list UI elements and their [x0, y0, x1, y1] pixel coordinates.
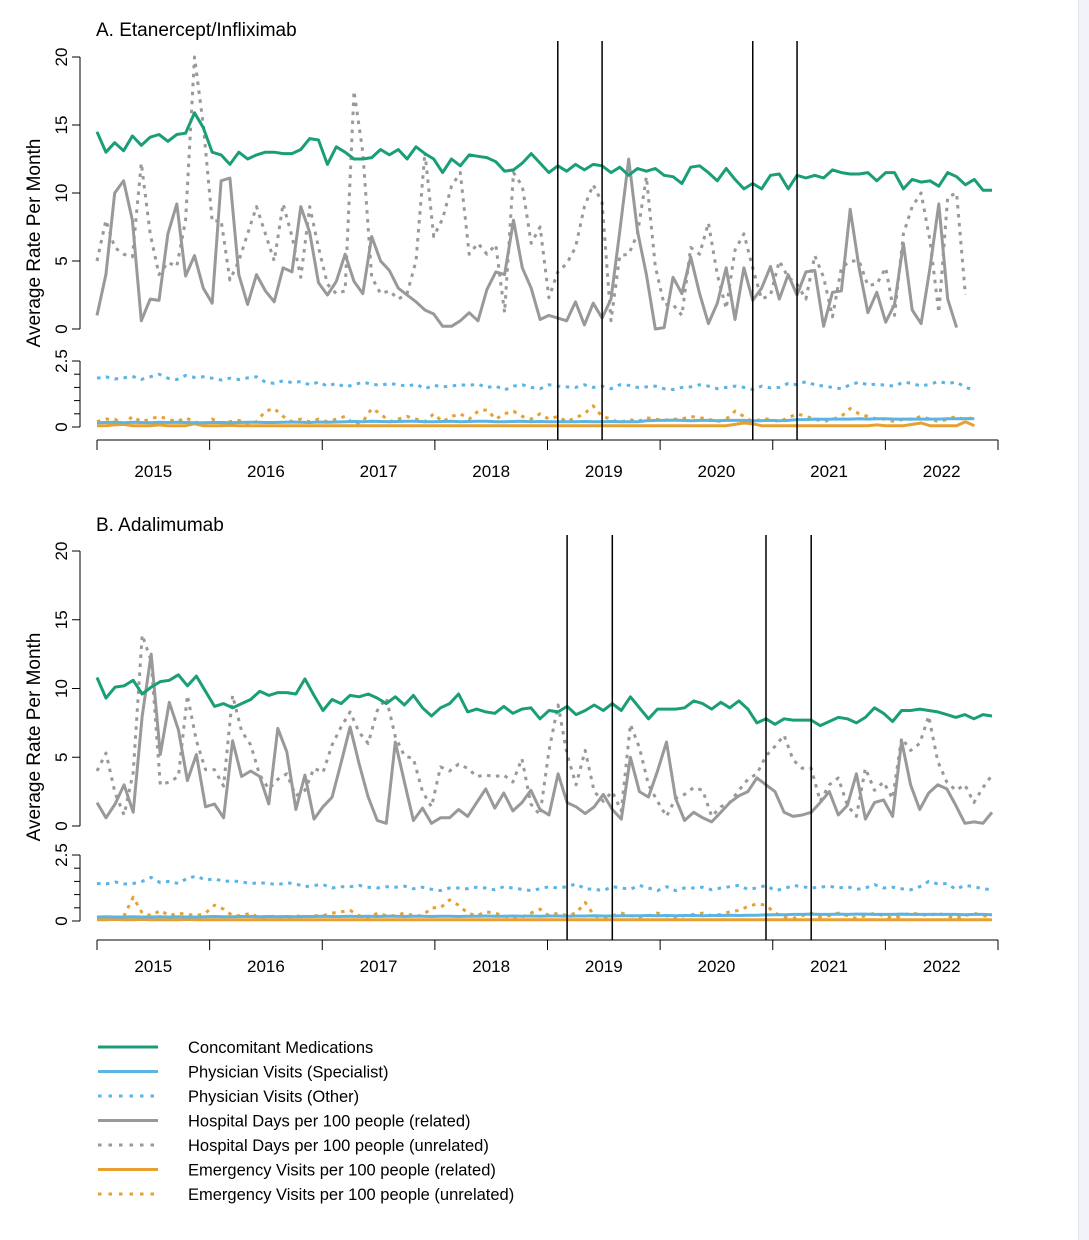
- legend-item: Concomitant Medications: [98, 1039, 373, 1057]
- legend-item: Physician Visits (Other): [98, 1088, 359, 1106]
- series-line-physician-visits-specialist: [96, 417, 975, 425]
- series-line-physician-visits-specialist: [96, 912, 993, 919]
- x-tick-label: 2016: [247, 957, 285, 976]
- panel-title: B. Adalimumab: [96, 515, 224, 536]
- panel-a: A. Etanercept/Infliximab Average Rate Pe…: [24, 20, 999, 481]
- y-tick-label: 20: [52, 48, 71, 67]
- legend-label: Physician Visits (Specialist): [188, 1064, 389, 1082]
- x-tick-label: 2019: [585, 957, 623, 976]
- legend: Concomitant Medications Physician Visits …: [98, 1039, 514, 1204]
- x-tick-label: 2018: [472, 462, 510, 481]
- series-group: [95, 633, 994, 922]
- x-tick-label: 2021: [810, 957, 848, 976]
- x-tick-label: 2021: [810, 462, 848, 481]
- legend-label: Emergency Visits per 100 people (related…: [188, 1162, 496, 1180]
- legend-label: Emergency Visits per 100 people (unrelat…: [188, 1186, 514, 1204]
- series-line-concomitant-medications: [95, 111, 992, 192]
- panel-title: A. Etanercept/Infliximab: [96, 20, 297, 41]
- x-axis: 2015 2016 2017 2018 2019 2020 2021 2022: [96, 939, 999, 976]
- y-tick-label: 10: [52, 679, 71, 698]
- legend-label: Hospital Days per 100 people (unrelated): [188, 1137, 489, 1155]
- legend-item: Hospital Days per 100 people (related): [98, 1113, 471, 1131]
- series-line-concomitant-medications: [95, 673, 993, 728]
- x-axis: 2015 2016 2017 2018 2019 2020 2021 2022: [96, 439, 999, 481]
- y-tick-label: 10: [52, 184, 71, 203]
- y-tick-label: 0: [52, 916, 71, 925]
- y-axis-lower: 02.5: [52, 349, 81, 432]
- panel-b: B. Adalimumab Average Rate Per Month 0 5 1…: [24, 515, 999, 976]
- y-tick-label: 0: [52, 422, 71, 431]
- legend-label: Concomitant Medications: [188, 1039, 373, 1057]
- series-line-hospital-days-per-100-people-related: [95, 157, 959, 331]
- y-tick-label: 2.5: [52, 843, 71, 867]
- y-axis-upper: 0 5 10 15 20: [52, 542, 81, 831]
- series-group: [95, 55, 992, 428]
- series-line-hospital-days-per-100-people-unrelated: [95, 55, 967, 323]
- x-tick-label: 2020: [698, 957, 736, 976]
- x-tick-label: 2022: [923, 957, 961, 976]
- y-tick-label: 5: [52, 753, 71, 762]
- y-tick-label: 0: [52, 821, 71, 830]
- series-line-hospital-days-per-100-people-unrelated: [95, 633, 994, 818]
- series-line-emergency-visits-per-100-people-unrelated: [96, 895, 993, 920]
- window-edge: [1078, 0, 1089, 1240]
- legend-item: Emergency Visits per 100 people (unrelat…: [98, 1186, 514, 1204]
- x-tick-label: 2015: [134, 957, 172, 976]
- series-line-physician-visits-other: [96, 874, 993, 893]
- x-tick-label: 2018: [472, 957, 510, 976]
- x-tick-label: 2016: [247, 462, 285, 481]
- y-tick-label: 5: [52, 256, 71, 265]
- legend-label: Physician Visits (Other): [188, 1088, 359, 1106]
- x-tick-label: 2019: [585, 462, 623, 481]
- x-tick-label: 2017: [360, 957, 398, 976]
- y-tick-label: 0: [52, 324, 71, 333]
- x-tick-label: 2015: [134, 462, 172, 481]
- series-line-physician-visits-other: [96, 372, 975, 392]
- x-tick-label: 2020: [698, 462, 736, 481]
- legend-item: Emergency Visits per 100 people (related…: [98, 1162, 496, 1180]
- y-tick-label: 2.5: [52, 349, 71, 373]
- y-axis-upper: 0 5 10 15 20: [52, 48, 81, 334]
- y-tick-label: 15: [52, 610, 71, 629]
- x-tick-label: 2022: [923, 462, 961, 481]
- y-axis-lower: 02.5: [52, 843, 81, 926]
- legend-item: Physician Visits (Specialist): [98, 1064, 389, 1082]
- y-axis-label: Average Rate Per Month: [24, 139, 45, 348]
- series-line-hospital-days-per-100-people-related: [95, 652, 994, 825]
- y-tick-label: 20: [52, 542, 71, 561]
- series-line-emergency-visits-per-100-people-related: [97, 420, 975, 428]
- y-tick-label: 15: [52, 116, 71, 135]
- legend-label: Hospital Days per 100 people (related): [188, 1113, 471, 1131]
- y-axis-label: Average Rate Per Month: [24, 633, 45, 842]
- legend-item: Hospital Days per 100 people (unrelated): [98, 1137, 489, 1155]
- x-tick-label: 2017: [360, 462, 398, 481]
